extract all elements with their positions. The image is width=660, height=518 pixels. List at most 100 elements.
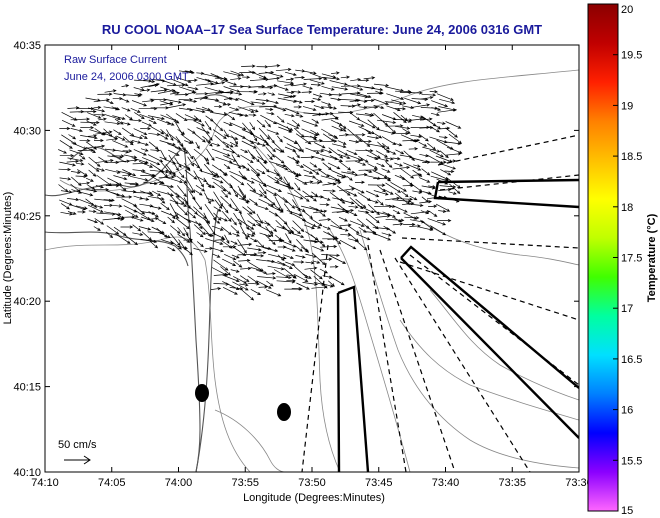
current-vector [292,156,299,165]
current-vector [69,149,84,156]
current-vector [170,233,181,247]
current-vector [205,140,213,147]
current-vector [88,163,100,172]
current-vector [292,149,300,159]
current-vector [312,245,325,252]
current-vector [428,185,436,189]
current-vector [404,97,422,105]
current-vector [354,180,366,184]
current-vector [233,189,245,201]
current-vector [267,100,279,105]
current-vector [249,189,264,197]
current-vector [67,211,77,215]
current-vector [212,247,224,253]
current-vector [385,218,405,222]
current-vector [394,125,411,130]
colorbar-tick-label: 18.5 [621,151,642,163]
current-vector [213,272,229,277]
current-vector [267,175,280,183]
current-vector [213,218,221,224]
current-vector [174,92,189,97]
current-vector [348,185,365,194]
y-tick-label: 40:20 [13,296,41,308]
current-vector [113,129,122,136]
current-vector [330,97,342,102]
current-vector [250,153,260,163]
current-vector [410,139,419,143]
current-vector [392,205,408,213]
current-vector [170,78,189,87]
current-vector [61,111,78,121]
current-vector [247,206,256,214]
current-vector [205,246,214,251]
current-vector [87,112,102,119]
colorbar-tick-label: 20 [621,4,633,16]
current-legend-line-1: Raw Surface Current [64,54,167,66]
current-vector [237,252,258,256]
current-vector [347,133,366,137]
current-vector [355,134,371,148]
current-vector [150,126,165,135]
current-vector [292,170,299,177]
current-vector [138,226,152,231]
current-vector [373,190,389,196]
current-vector [60,190,73,194]
current-vector [60,203,70,210]
current-vector [292,233,305,238]
current-vector [195,107,214,113]
current-vector [156,190,174,197]
current-vector [394,162,403,167]
current-vector [246,182,257,193]
scale-vector-label: 50 cm/s [58,439,97,451]
current-vector [220,217,228,222]
current-vector [293,105,302,109]
current-vector [401,118,412,123]
current-vector [274,205,281,211]
current-vector [78,154,86,160]
x-tick-label: 73:30 [565,477,593,489]
current-vector [255,219,271,226]
current-vector [336,185,351,196]
colorbar-tick-label: 15 [621,505,633,517]
current-vector [59,161,76,167]
current-vector [98,117,107,121]
scale-vector-arrow [64,455,91,465]
current-vector [445,152,462,156]
current-vector [250,132,268,143]
current-vector [422,160,431,164]
current-vector [115,181,127,192]
current-vector [336,208,355,213]
current-vector [70,170,81,175]
current-vector [355,92,372,98]
current-vector [386,93,405,101]
current-vector [165,99,182,104]
current-vector [314,142,326,149]
current-vector [356,233,371,241]
current-vector [383,188,394,195]
current-vector [381,136,397,146]
current-vector [295,255,306,259]
current-vector [274,106,287,112]
current-vector [147,154,164,163]
current-vector [147,195,165,201]
current-vector [367,163,378,169]
current-vector [130,175,149,182]
current-vector [184,140,193,145]
current-vector [140,148,149,152]
current-vector [408,147,419,151]
current-vector [256,119,266,128]
current-vector [93,113,106,117]
current-vector [233,92,243,96]
current-vector [167,103,187,109]
current-vector [364,113,375,117]
current-vector [303,210,314,219]
current-vector [96,167,105,172]
current-vector [149,205,162,210]
current-vector [349,220,365,227]
current-vector [364,129,372,135]
current-vector [282,197,296,209]
current-vector [257,276,277,280]
current-vector [186,234,193,244]
current-vector [122,173,132,177]
current-vector [358,168,379,172]
